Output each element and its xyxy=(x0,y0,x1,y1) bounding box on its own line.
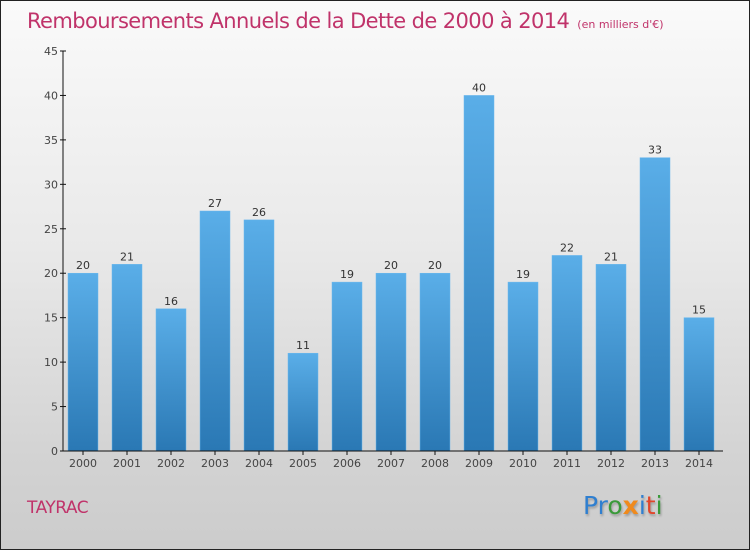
bars: 20 21 16 27 26 11 19 20 20 40 19 22 21 33 15 xyxy=(67,81,715,452)
bar-2008 xyxy=(419,272,451,452)
logo-letter: P xyxy=(583,491,598,520)
y-tick-label: 45 xyxy=(44,45,58,58)
y-tick-label: 25 xyxy=(44,223,58,236)
y-tick-label: 30 xyxy=(44,178,58,191)
x-tick-label: 2014 xyxy=(685,457,713,470)
bar-value-label: 26 xyxy=(252,206,266,219)
place-name: TAYRAC xyxy=(27,498,89,518)
bar-value-label: 20 xyxy=(76,259,90,272)
bar-2013 xyxy=(639,157,671,452)
bar-2006 xyxy=(331,281,363,452)
bar-value-label: 16 xyxy=(164,295,178,308)
bar-value-label: 11 xyxy=(296,339,310,352)
y-axis: 0 5 10 15 20 25 30 35 40 45 xyxy=(44,45,66,458)
y-tick-label: 5 xyxy=(51,401,58,414)
bar-2011 xyxy=(551,255,583,452)
y-tick-label: 35 xyxy=(44,134,58,147)
bar-value-label: 40 xyxy=(472,81,486,94)
logo-letter: o xyxy=(607,491,623,520)
bar-2003 xyxy=(199,210,231,452)
bar-2000 xyxy=(67,272,99,452)
chart-subtitle: (en milliers d'€) xyxy=(577,18,664,31)
bar-value-label: 15 xyxy=(692,304,706,317)
x-tick-label: 2005 xyxy=(289,457,317,470)
y-tick-label: 40 xyxy=(44,89,58,102)
bar-value-label: 19 xyxy=(340,268,354,281)
x-tick-label: 2006 xyxy=(333,457,361,470)
bar-value-label: 22 xyxy=(560,241,574,254)
bar-2012 xyxy=(595,264,627,452)
bar-2002 xyxy=(155,308,187,452)
x-tick-label: 2008 xyxy=(421,457,449,470)
logo-letter: t xyxy=(645,491,656,520)
x-tick-label: 2001 xyxy=(113,457,141,470)
title-text: Remboursements Annuels de la Dette de 20… xyxy=(27,9,570,33)
bar-value-label: 27 xyxy=(208,197,222,210)
proxiti-logo[interactable]: Proxiti xyxy=(583,491,663,520)
x-tick-label: 2012 xyxy=(597,457,625,470)
bar-value-label: 20 xyxy=(384,259,398,272)
x-tick-label: 2002 xyxy=(157,457,185,470)
logo-letter: i xyxy=(655,491,663,520)
x-tick-label: 2011 xyxy=(553,457,581,470)
logo-letter: x xyxy=(622,491,639,520)
x-tick-label: 2010 xyxy=(509,457,537,470)
bar-2005 xyxy=(287,352,319,452)
bar-value-label: 20 xyxy=(428,259,442,272)
bar-2004 xyxy=(243,219,275,452)
x-tick-label: 2000 xyxy=(69,457,97,470)
logo-letter: r xyxy=(597,491,608,520)
x-axis: 2000 2001 2002 2003 2004 2005 2006 2007 2008 2009… xyxy=(63,450,723,470)
logo-letter: i xyxy=(638,491,646,520)
x-tick-label: 2009 xyxy=(465,457,493,470)
y-tick-label: 0 xyxy=(51,445,58,458)
bar-2009 xyxy=(463,95,495,452)
x-tick-label: 2007 xyxy=(377,457,405,470)
bar-2014 xyxy=(683,317,715,452)
y-tick-label: 15 xyxy=(44,312,58,325)
bar-2007 xyxy=(375,272,407,452)
bar-value-label: 19 xyxy=(516,268,530,281)
bar-2010 xyxy=(507,281,539,452)
bar-2001 xyxy=(111,264,143,452)
y-tick-label: 20 xyxy=(44,267,58,280)
x-tick-label: 2003 xyxy=(201,457,229,470)
x-tick-label: 2004 xyxy=(245,457,273,470)
chart-title: Remboursements Annuels de la Dette de 20… xyxy=(27,9,664,33)
y-tick-label: 10 xyxy=(44,356,58,369)
bar-value-label: 21 xyxy=(604,250,618,263)
bar-value-label: 33 xyxy=(648,144,662,157)
bar-value-label: 21 xyxy=(120,250,134,263)
x-tick-label: 2013 xyxy=(641,457,669,470)
